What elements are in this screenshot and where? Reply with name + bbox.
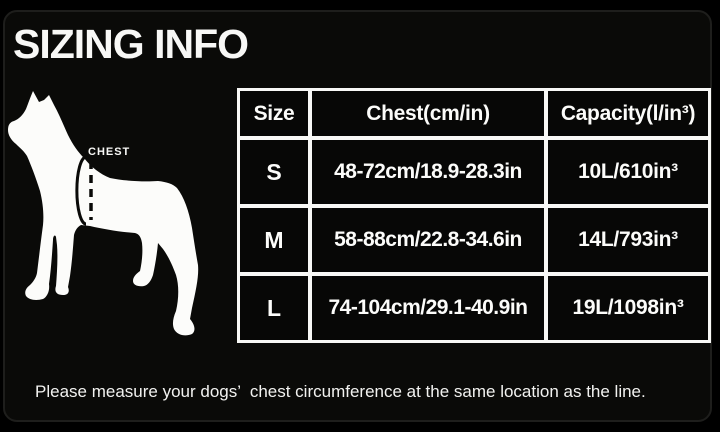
chest-label: CHEST: [88, 146, 131, 158]
capacity-cell-m: 14L/793in³: [548, 208, 708, 272]
size-cell-m: M: [240, 208, 308, 272]
table-header-capacity: Capacity(l/in³): [548, 91, 708, 136]
dog-silhouette-svg: [8, 91, 199, 336]
table-header-size: Size: [240, 91, 308, 136]
measurement-note: Please measure your dogs’ chest circumfe…: [35, 382, 646, 401]
size-cell-s: S: [240, 140, 308, 204]
size-cell-l: L: [240, 276, 308, 340]
chest-measurement-band: [75, 155, 87, 226]
capacity-cell-l: 19L/1098in³: [548, 276, 708, 340]
page-title: SIZING INFO: [13, 21, 249, 67]
sizing-table: Size Chest(cm/in) Capacity(l/in³) S 48-7…: [237, 88, 711, 343]
capacity-cell-s: 10L/610in³: [548, 140, 708, 204]
table-header-chest: Chest(cm/in): [312, 91, 544, 136]
dog-silhouette-illustration: [0, 78, 230, 368]
chest-cell-s: 48-72cm/18.9-28.3in: [312, 140, 544, 204]
dog-body-shape: [8, 91, 199, 336]
chest-cell-l: 74-104cm/29.1-40.9in: [312, 276, 544, 340]
chest-cell-m: 58-88cm/22.8-34.6in: [312, 208, 544, 272]
